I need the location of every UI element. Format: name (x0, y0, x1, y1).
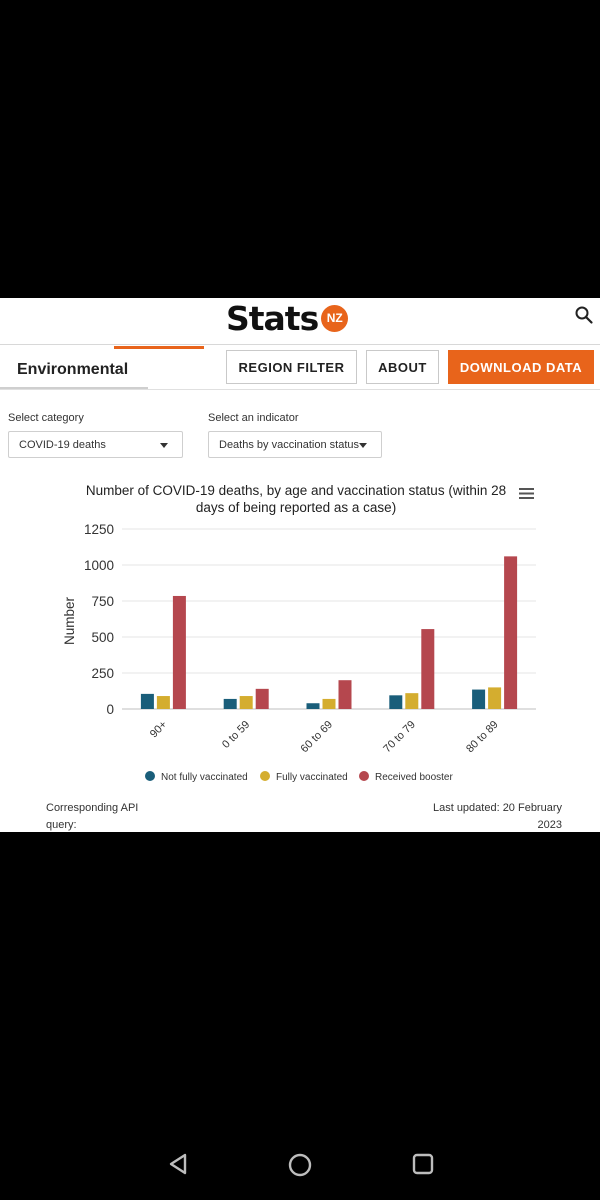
x-tick-label: 70 to 79 (381, 719, 418, 756)
bar (306, 703, 320, 709)
tab-accent-bar (114, 346, 204, 349)
search-icon[interactable] (574, 305, 594, 325)
bar (338, 680, 352, 709)
bar (389, 695, 403, 709)
legend-marker (260, 771, 270, 781)
bar (172, 595, 186, 709)
logo-badge: NZ (321, 304, 349, 332)
chart-menu-icon[interactable] (519, 487, 534, 500)
chevron-down-icon (160, 443, 168, 448)
category-select[interactable]: COVID-19 deaths (8, 431, 183, 458)
bar-chart: 0 250 500 750 1000 1250 Number 90+ 0 to 59 60 to … (62, 522, 536, 783)
region-filter-button[interactable]: REGION FILTER (226, 350, 357, 384)
y-tick-label: 1250 (84, 522, 114, 537)
app-screen: Stats NZ Environmental REGION FILTER ABO… (0, 298, 600, 832)
bar (405, 693, 419, 709)
legend-label: Not fully vaccinated (161, 772, 248, 783)
tab-environmental[interactable]: Environmental (0, 349, 148, 389)
y-axis-label: Number (62, 596, 77, 645)
x-tick-label: 0 to 59 (220, 719, 252, 751)
legend-marker (145, 771, 155, 781)
home-icon[interactable] (287, 1152, 313, 1178)
back-icon[interactable] (166, 1152, 190, 1176)
legend-label: Received booster (375, 772, 453, 783)
about-button[interactable]: ABOUT (366, 350, 439, 384)
last-updated-text: Last updated: 20 February 2023 (432, 802, 562, 831)
download-data-button[interactable]: DOWNLOAD DATA (448, 350, 594, 384)
bar (255, 688, 269, 709)
logo-wordmark: Stats (226, 298, 319, 338)
bar (140, 693, 154, 709)
bar (472, 689, 486, 709)
y-tick-label: 1000 (84, 558, 114, 573)
bar (488, 687, 502, 709)
api-query-label: Corresponding API query: (46, 802, 139, 831)
y-tick-label: 0 (106, 702, 114, 717)
legend-label: Fully vaccinated (276, 772, 348, 783)
x-tick-label: 90+ (148, 719, 170, 741)
legend-marker (359, 771, 369, 781)
indicator-select-value: Deaths by vaccination status (219, 438, 360, 451)
bar (223, 698, 237, 709)
bar (322, 698, 336, 709)
bar (239, 696, 253, 709)
recents-icon[interactable] (411, 1152, 435, 1176)
category-label: Select category (8, 412, 84, 424)
y-tick-label: 500 (91, 630, 114, 645)
bar (156, 696, 170, 709)
nav-divider (0, 389, 600, 390)
tab-environmental-label: Environmental (17, 361, 129, 378)
y-tick-label: 750 (91, 594, 114, 609)
chevron-down-icon (359, 443, 367, 448)
header-divider (0, 344, 600, 345)
indicator-select[interactable]: Deaths by vaccination status (208, 431, 382, 458)
stats-nz-logo[interactable]: Stats NZ (226, 298, 349, 338)
x-tick-label: 80 to 89 (464, 719, 501, 756)
chart-title: Number of COVID-19 deaths, by age and va… (85, 483, 507, 515)
indicator-label: Select an indicator (208, 412, 299, 424)
bar (421, 629, 435, 709)
x-tick-label: 60 to 69 (299, 719, 336, 756)
y-tick-label: 250 (91, 666, 114, 681)
bar (504, 556, 518, 709)
category-select-value: COVID-19 deaths (19, 438, 106, 451)
